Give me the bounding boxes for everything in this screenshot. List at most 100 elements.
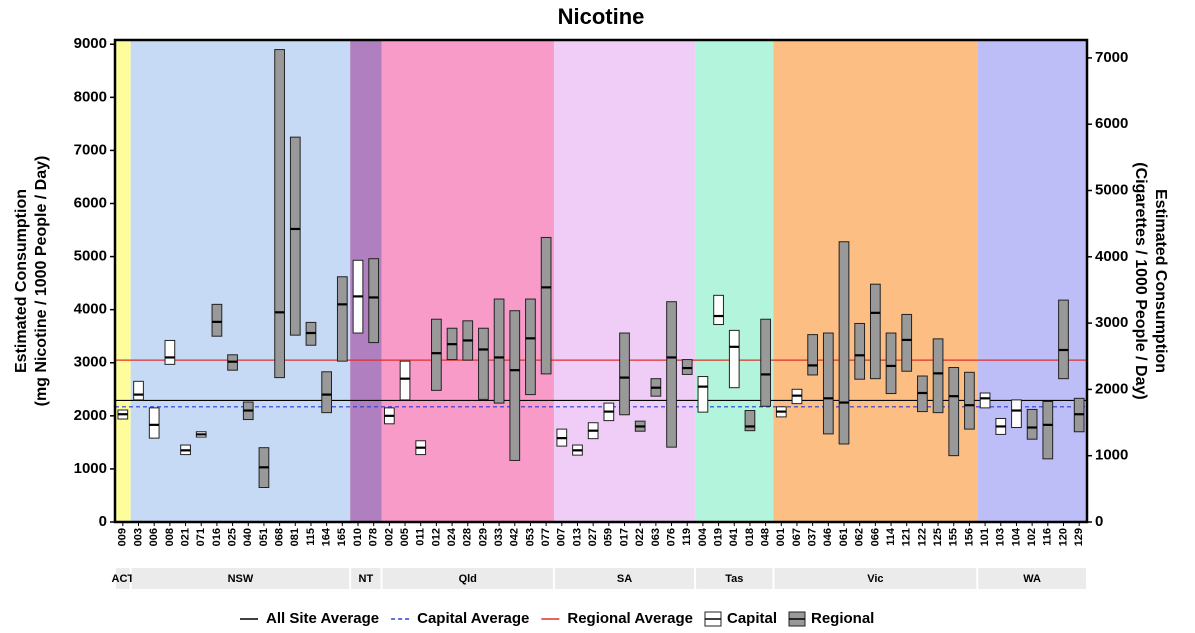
range-box xyxy=(274,49,285,379)
region-label: NT xyxy=(359,573,374,585)
x-tick-label: 121 xyxy=(901,528,913,546)
range-box xyxy=(713,294,724,326)
y-tick-label: 0 xyxy=(99,513,107,530)
x-tick-label: 029 xyxy=(477,528,489,546)
range-box xyxy=(289,136,301,336)
x-tick-label: 027 xyxy=(587,528,599,546)
x-tick-label: 155 xyxy=(948,528,960,546)
range-box xyxy=(493,298,505,404)
x-tick-label: 078 xyxy=(368,528,380,546)
region-strip xyxy=(116,568,130,589)
range-box xyxy=(932,338,944,414)
x-tick-label: 059 xyxy=(603,528,615,546)
y2-tick-label: 2000 xyxy=(1095,380,1128,397)
region-label: Qld xyxy=(459,573,477,585)
x-tick-label: 009 xyxy=(117,528,129,546)
range-box xyxy=(509,310,521,461)
range-box xyxy=(885,332,897,395)
region-strip xyxy=(351,568,381,589)
x-tick-label: 081 xyxy=(289,528,301,546)
legend-label: All Site Average xyxy=(266,610,379,627)
region-label: SA xyxy=(617,573,632,585)
x-tick-label: 037 xyxy=(807,528,819,546)
y2-label-line: (Cigarettes / 1000 People / Day) xyxy=(1132,162,1149,399)
range-box xyxy=(822,332,834,435)
x-tick-label: 165 xyxy=(336,528,348,546)
x-tick-label: 102 xyxy=(1026,528,1038,546)
y-label-line: (mg Nicotine / 1000 People / Day) xyxy=(33,156,50,407)
y-tick-label: 7000 xyxy=(74,141,107,158)
legend-label: Capital xyxy=(727,610,777,627)
x-tick-label: 103 xyxy=(995,528,1007,546)
x-tick-label: 048 xyxy=(760,528,772,546)
x-tick-label: 122 xyxy=(916,528,928,546)
legend-label: Regional Average xyxy=(567,610,693,627)
chart-title: Nicotine xyxy=(558,4,645,29)
x-tick-label: 101 xyxy=(979,528,991,546)
region-label: ACT xyxy=(112,573,135,585)
region-strip xyxy=(696,568,773,589)
range-box xyxy=(666,301,677,448)
range-box xyxy=(1042,401,1054,460)
y2-tick-label: 5000 xyxy=(1095,181,1128,198)
region-strip xyxy=(554,568,695,589)
x-tick-label: 013 xyxy=(571,528,583,546)
x-tick-label: 042 xyxy=(509,528,521,546)
x-tick-label: 025 xyxy=(226,528,238,546)
range-box xyxy=(964,371,975,430)
x-tick-label: 022 xyxy=(634,528,646,546)
x-tick-label: 156 xyxy=(963,528,975,546)
y-tick-label: 1000 xyxy=(74,460,107,477)
x-tick-label: 115 xyxy=(305,528,317,546)
region-label: Vic xyxy=(867,573,883,585)
x-tick-label: 016 xyxy=(211,528,223,546)
x-tick-label: 041 xyxy=(728,528,740,546)
region-band xyxy=(977,40,1087,522)
range-box xyxy=(399,360,411,401)
range-box xyxy=(540,236,552,375)
y-label: Estimated Consumption (mg Nicotine / 100… xyxy=(13,156,50,407)
x-tick-label: 164 xyxy=(321,527,333,546)
x-tick-label: 018 xyxy=(744,528,756,546)
y2-tick-label: 0 xyxy=(1095,513,1103,530)
y-tick-label: 6000 xyxy=(74,194,107,211)
region-label: WA xyxy=(1023,573,1041,585)
y2-label-line: Estimated Consumption xyxy=(1152,189,1169,373)
x-tick-label: 046 xyxy=(822,528,834,546)
range-box xyxy=(869,283,881,380)
region-band xyxy=(115,40,131,522)
range-box xyxy=(1058,299,1069,380)
region-strip xyxy=(774,568,977,589)
x-tick-label: 001 xyxy=(775,528,787,546)
x-tick-label: 051 xyxy=(258,528,270,546)
y2-label: Estimated Consumption (Cigarettes / 1000… xyxy=(1132,162,1169,399)
x-tick-label: 061 xyxy=(838,528,850,546)
y2-tick-label: 3000 xyxy=(1095,314,1128,331)
x-tick-label: 114 xyxy=(885,527,897,546)
region-strip xyxy=(382,568,553,589)
y-tick-label: 8000 xyxy=(74,88,107,105)
range-box xyxy=(525,298,536,396)
y-tick-label: 4000 xyxy=(74,301,107,318)
y2-tick-label: 4000 xyxy=(1095,248,1128,265)
legend-label: Capital Average xyxy=(417,610,529,627)
region-band xyxy=(130,40,351,522)
x-tick-label: 011 xyxy=(415,528,427,546)
range-box xyxy=(760,318,771,407)
x-tick-label: 119 xyxy=(681,528,693,546)
x-tick-label: 008 xyxy=(164,528,176,546)
y2-tick-label: 6000 xyxy=(1095,115,1128,132)
range-box xyxy=(431,318,442,391)
x-tick-label: 068 xyxy=(274,528,286,546)
y-tick-label: 9000 xyxy=(74,35,107,52)
range-box xyxy=(854,322,866,380)
y-label-line: Estimated Consumption xyxy=(13,189,30,373)
x-tick-label: 024 xyxy=(446,527,458,546)
y2-tick-label: 1000 xyxy=(1095,447,1128,464)
range-box xyxy=(336,276,348,362)
region-band xyxy=(381,40,554,522)
x-tick-label: 077 xyxy=(540,528,552,546)
range-box xyxy=(619,332,630,416)
range-box xyxy=(807,334,819,376)
region-label: Tas xyxy=(725,573,743,585)
